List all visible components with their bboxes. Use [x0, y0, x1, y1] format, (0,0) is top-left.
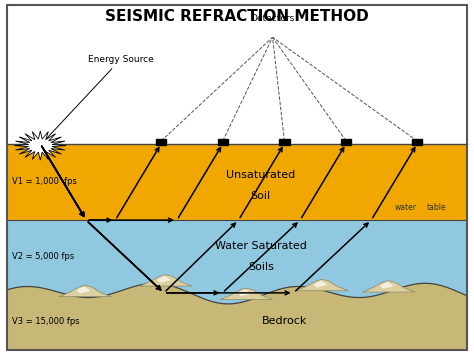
Text: SEISMIC REFRACTION METHOD: SEISMIC REFRACTION METHOD: [105, 9, 369, 24]
Text: Soil: Soil: [251, 191, 271, 201]
Bar: [279, 139, 290, 146]
Bar: [412, 139, 422, 146]
Bar: [341, 139, 351, 146]
Polygon shape: [363, 281, 415, 292]
Polygon shape: [238, 290, 250, 295]
Polygon shape: [220, 288, 273, 300]
Text: Soils: Soils: [248, 262, 273, 272]
Text: V3 = 15,000 fps: V3 = 15,000 fps: [12, 317, 80, 326]
Bar: [7, 220, 467, 293]
Polygon shape: [14, 131, 66, 160]
Text: Energy Source: Energy Source: [47, 55, 154, 138]
Bar: [156, 139, 166, 146]
Text: Water Saturated: Water Saturated: [215, 241, 307, 251]
Text: water: water: [394, 203, 416, 212]
Bar: [7, 11, 467, 144]
Polygon shape: [59, 285, 111, 297]
Bar: [7, 144, 467, 220]
Polygon shape: [381, 283, 392, 288]
Polygon shape: [158, 277, 170, 282]
Text: table: table: [426, 203, 446, 212]
Polygon shape: [140, 275, 192, 286]
Bar: [7, 293, 467, 350]
Text: Bedrock: Bedrock: [262, 316, 307, 326]
Text: Detectors: Detectors: [250, 14, 295, 23]
Polygon shape: [77, 288, 89, 293]
Text: V1 = 1,000  fps: V1 = 1,000 fps: [12, 178, 77, 186]
Bar: [218, 139, 228, 146]
Text: Unsaturated: Unsaturated: [226, 170, 295, 180]
Text: V2 = 5,000 fps: V2 = 5,000 fps: [12, 252, 74, 261]
Polygon shape: [296, 279, 348, 291]
Polygon shape: [315, 282, 326, 287]
